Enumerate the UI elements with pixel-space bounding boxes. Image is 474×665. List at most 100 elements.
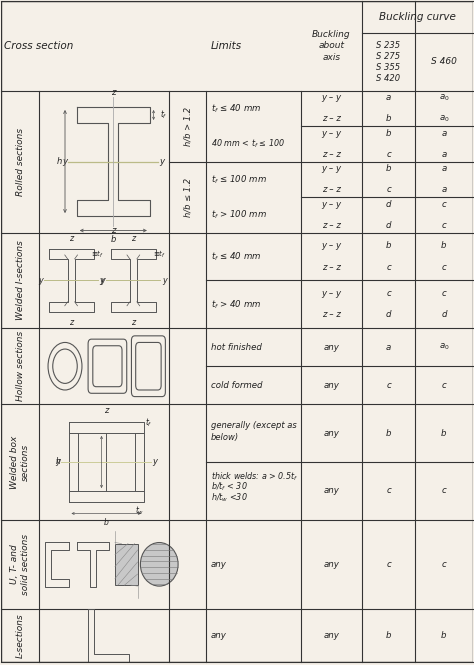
Text: Hollow sections: Hollow sections — [16, 331, 25, 402]
Text: z: z — [111, 88, 116, 97]
Text: $t_f$: $t_f$ — [145, 416, 153, 429]
Text: a: a — [441, 150, 447, 159]
Polygon shape — [115, 543, 137, 585]
Text: z – z: z – z — [322, 221, 341, 230]
Text: z: z — [111, 226, 116, 235]
Text: d: d — [441, 311, 447, 319]
Text: b: b — [441, 241, 447, 251]
Text: y – y: y – y — [321, 164, 341, 173]
Text: Limits: Limits — [211, 41, 242, 51]
Text: $t_f$: $t_f$ — [160, 108, 168, 121]
Text: b: b — [386, 631, 391, 640]
Text: z: z — [69, 234, 73, 243]
Text: b: b — [441, 428, 447, 438]
Text: y: y — [100, 276, 105, 285]
Text: a: a — [441, 129, 447, 138]
Text: b: b — [441, 631, 447, 640]
Text: z – z: z – z — [322, 263, 341, 271]
Text: c: c — [386, 560, 391, 569]
Text: c: c — [386, 486, 391, 495]
Text: any: any — [211, 560, 227, 569]
Text: b: b — [110, 235, 116, 244]
Text: z – z: z – z — [322, 114, 341, 123]
Text: c: c — [386, 289, 391, 298]
Text: a: a — [386, 342, 391, 352]
Text: z – z: z – z — [322, 150, 341, 159]
Text: c: c — [386, 150, 391, 159]
Text: U, T- and
solid sections: U, T- and solid sections — [10, 534, 30, 595]
Text: hot finished: hot finished — [211, 342, 262, 352]
Text: any: any — [323, 631, 339, 640]
Text: thick welds: a > 0.5$t_f$: thick welds: a > 0.5$t_f$ — [211, 470, 299, 483]
Text: y: y — [55, 458, 61, 466]
Text: z – z: z – z — [322, 186, 341, 194]
Text: c: c — [441, 263, 446, 271]
Text: c: c — [386, 380, 391, 390]
Text: c: c — [441, 289, 446, 298]
Text: d: d — [386, 311, 391, 319]
Text: S 235
S 275
S 355
S 420: S 235 S 275 S 355 S 420 — [376, 41, 401, 83]
Text: c: c — [441, 200, 446, 209]
Text: y: y — [38, 276, 43, 285]
Text: b: b — [386, 241, 391, 251]
Ellipse shape — [140, 543, 178, 586]
Text: S 460: S 460 — [431, 57, 457, 66]
Text: Cross section: Cross section — [4, 41, 73, 51]
Text: $t_w$: $t_w$ — [135, 505, 144, 517]
Text: z: z — [131, 234, 136, 243]
Text: y: y — [63, 157, 68, 166]
Text: a: a — [441, 164, 447, 173]
Text: d: d — [386, 221, 391, 230]
Text: y: y — [100, 276, 104, 285]
Text: b: b — [386, 129, 391, 138]
Text: z: z — [69, 318, 73, 327]
Text: b: b — [386, 114, 391, 123]
Text: c: c — [386, 263, 391, 271]
Text: $t_f$ ≤ 40 mm: $t_f$ ≤ 40 mm — [211, 102, 262, 114]
Text: c: c — [441, 380, 446, 390]
Text: $a_0$: $a_0$ — [438, 92, 449, 103]
Text: $t_f$ > 100 mm: $t_f$ > 100 mm — [211, 209, 267, 221]
Text: y – y: y – y — [321, 93, 341, 102]
Text: any: any — [323, 486, 339, 495]
Text: $t_f$ > 40 mm: $t_f$ > 40 mm — [211, 298, 262, 311]
Text: c: c — [441, 486, 446, 495]
Text: Welded I-sections: Welded I-sections — [16, 241, 25, 321]
Text: b/$t_f$ < 30: b/$t_f$ < 30 — [211, 481, 248, 493]
Text: h/$t_w$ <30: h/$t_w$ <30 — [211, 491, 248, 503]
Text: y – y: y – y — [321, 289, 341, 298]
Text: ≡$t_f$: ≡$t_f$ — [153, 248, 166, 259]
Text: $a_0$: $a_0$ — [438, 114, 449, 124]
Text: $t_f$ ≤ 100 mm: $t_f$ ≤ 100 mm — [211, 173, 267, 186]
Text: Buckling
about
axis: Buckling about axis — [312, 31, 351, 62]
Text: a: a — [441, 186, 447, 194]
Text: Buckling curve: Buckling curve — [379, 12, 456, 22]
Text: h/b > 1.2: h/b > 1.2 — [183, 106, 192, 146]
Text: y – y: y – y — [321, 241, 341, 251]
Text: any: any — [323, 428, 339, 438]
Text: c: c — [386, 186, 391, 194]
Text: $a_0$: $a_0$ — [438, 342, 449, 352]
Text: h/b ≤ 1.2: h/b ≤ 1.2 — [183, 178, 192, 217]
Text: any: any — [211, 631, 227, 640]
Text: generally (except as: generally (except as — [211, 421, 297, 430]
Text: below): below) — [211, 432, 239, 442]
Text: a: a — [386, 93, 391, 102]
Text: d: d — [386, 200, 391, 209]
Text: L-sections: L-sections — [16, 613, 25, 658]
Text: h: h — [57, 157, 62, 166]
Text: y – y: y – y — [321, 129, 341, 138]
Text: 40 mm < $t_f$ ≤ 100: 40 mm < $t_f$ ≤ 100 — [211, 138, 285, 150]
Text: any: any — [323, 560, 339, 569]
Text: h: h — [56, 458, 61, 466]
Text: cold formed: cold formed — [211, 380, 263, 390]
Text: c: c — [441, 221, 446, 230]
Text: ≡$t_f$: ≡$t_f$ — [91, 248, 104, 259]
Text: c: c — [441, 560, 446, 569]
Text: z: z — [131, 318, 136, 327]
Text: b: b — [104, 517, 109, 527]
Text: Welded box
sections: Welded box sections — [10, 436, 30, 489]
Text: b: b — [386, 428, 391, 438]
Text: y: y — [162, 276, 166, 285]
Text: y: y — [152, 458, 157, 466]
